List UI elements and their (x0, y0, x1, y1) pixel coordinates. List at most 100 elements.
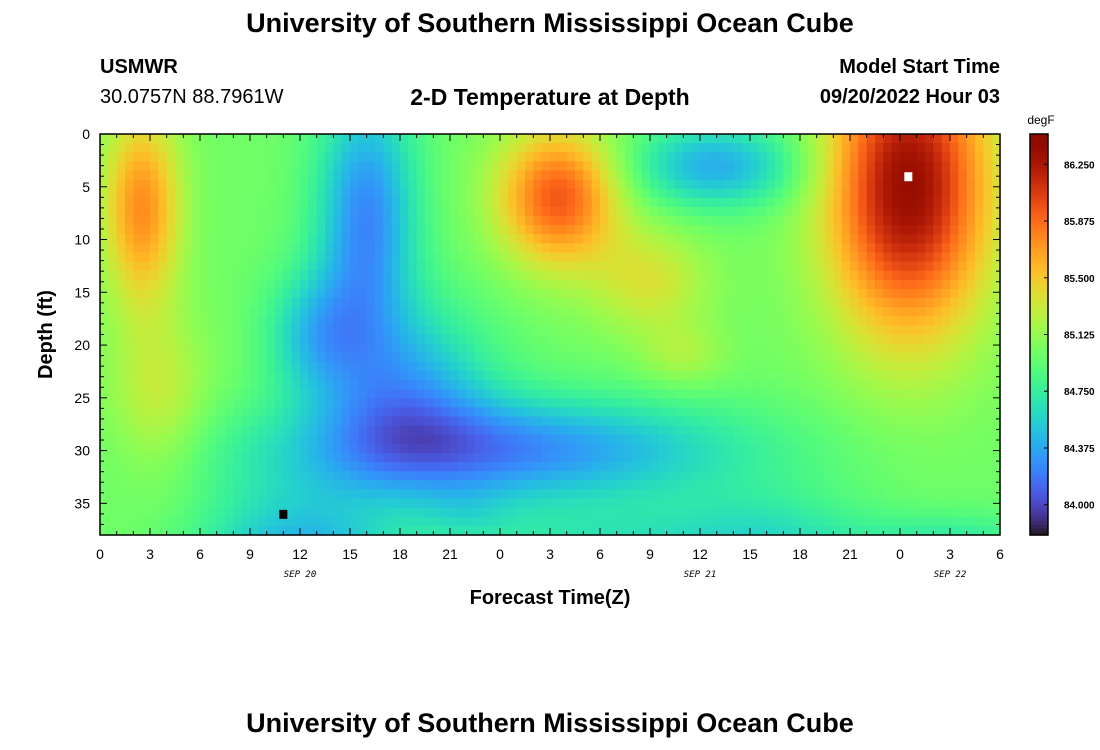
heatmap-cell (366, 252, 376, 263)
heatmap-cell (875, 480, 884, 491)
heatmap-cell (716, 516, 726, 527)
y-tick-label: 30 (74, 443, 90, 459)
heatmap-cell (833, 389, 843, 399)
heatmap-cell (825, 434, 834, 445)
heatmap-cell (275, 261, 284, 272)
heatmap-cell (516, 261, 526, 272)
heatmap-cell (366, 370, 376, 381)
heatmap-cell (408, 188, 418, 199)
heatmap-cell (458, 443, 468, 454)
heatmap-cell (133, 307, 143, 317)
heatmap-cell (633, 279, 643, 290)
heatmap-cell (441, 134, 451, 144)
heatmap-cell (858, 361, 868, 372)
heatmap-cell (358, 407, 368, 418)
heatmap-cell (200, 134, 209, 144)
heatmap-cell (258, 197, 268, 208)
heatmap-cell (441, 152, 451, 162)
heatmap-cell (825, 471, 834, 481)
heatmap-cell (591, 206, 601, 217)
heatmap-cell (375, 279, 384, 290)
heatmap-cell (408, 343, 418, 354)
heatmap-cell (950, 216, 959, 226)
heatmap-cell (666, 398, 676, 409)
heatmap-cell (258, 307, 268, 317)
heatmap-cell (950, 489, 959, 500)
heatmap-cell (100, 462, 109, 472)
heatmap-cell (933, 143, 943, 153)
heatmap-cell (658, 443, 668, 454)
heatmap-cell (866, 516, 876, 527)
heatmap-cell (150, 252, 159, 263)
heatmap-cell (641, 234, 651, 244)
heatmap-cell (616, 161, 626, 172)
heatmap-cell (258, 516, 268, 527)
heatmap-cell (116, 471, 126, 481)
heatmap-cell (608, 143, 618, 153)
heatmap-cell (291, 325, 301, 336)
heatmap-cell (833, 134, 843, 144)
heatmap-cell (850, 498, 859, 509)
heatmap-cell (841, 234, 851, 244)
heatmap-cell (850, 489, 859, 500)
heatmap-cell (800, 471, 809, 481)
heatmap-cell (350, 416, 359, 427)
heatmap-cell (616, 316, 626, 326)
heatmap-cell (283, 434, 293, 445)
heatmap-cell (325, 498, 334, 509)
heatmap-cell (691, 179, 701, 190)
heatmap-cell (658, 334, 668, 345)
heatmap-cell (650, 307, 659, 317)
heatmap-cell (158, 316, 168, 326)
heatmap-cell (200, 507, 209, 518)
heatmap-cell (900, 462, 909, 472)
heatmap-cell (291, 216, 301, 226)
heatmap-cell (716, 216, 726, 226)
heatmap-cell (950, 462, 959, 472)
heatmap-cell (633, 170, 643, 181)
heatmap-cell (133, 507, 143, 518)
heatmap-cell (266, 197, 276, 208)
heatmap-cell (591, 188, 601, 199)
heatmap-cell (458, 143, 468, 153)
heatmap-cell (991, 352, 1001, 363)
heatmap-cell (216, 279, 226, 290)
heatmap-cell (375, 343, 384, 354)
heatmap-cell (983, 279, 993, 290)
heatmap-cell (375, 525, 384, 536)
heatmap-cell (425, 298, 434, 308)
heatmap-cell (316, 279, 326, 290)
heatmap-cell (883, 361, 893, 372)
heatmap-cell (450, 234, 459, 244)
heatmap-cell (216, 261, 226, 272)
heatmap-cell (475, 298, 484, 308)
heatmap-cell (758, 197, 768, 208)
heatmap-cell (816, 498, 826, 509)
heatmap-cell (208, 516, 218, 527)
heatmap-cell (775, 261, 784, 272)
heatmap-cell (908, 279, 918, 290)
heatmap-cell (866, 234, 876, 244)
heatmap-cell (175, 398, 184, 409)
heatmap-cell (308, 380, 318, 390)
heatmap-cell (608, 225, 618, 235)
heatmap-cell (816, 380, 826, 390)
heatmap-cell (608, 462, 618, 472)
heatmap-cell (808, 216, 818, 226)
heatmap-cell (550, 407, 559, 418)
heatmap-cell (466, 243, 476, 254)
heatmap-cell (541, 134, 551, 144)
heatmap-cell (525, 398, 534, 409)
heatmap-cell (300, 370, 309, 381)
heatmap-cell (733, 270, 743, 281)
heatmap-cell (466, 316, 476, 326)
heatmap-cell (550, 234, 559, 244)
heatmap-cell (583, 197, 593, 208)
heatmap-cell (108, 489, 118, 500)
heatmap-cell (883, 179, 893, 190)
heatmap-cell (108, 270, 118, 281)
heatmap-cell (650, 352, 659, 363)
heatmap-cell (666, 489, 676, 500)
heatmap-cell (208, 179, 218, 190)
heatmap-cell (550, 398, 559, 409)
